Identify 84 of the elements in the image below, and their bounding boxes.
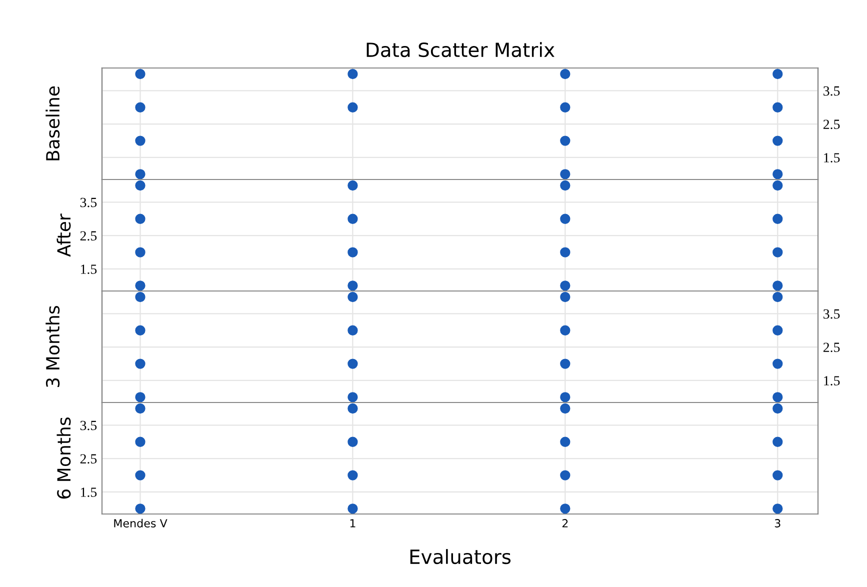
point	[348, 436, 358, 447]
point	[772, 280, 783, 291]
point	[560, 247, 570, 258]
point	[772, 470, 783, 480]
point	[560, 102, 570, 112]
y-tick-label: 1.5	[81, 488, 97, 497]
point	[135, 136, 146, 146]
point	[135, 504, 146, 514]
point	[560, 68, 570, 80]
point	[348, 68, 358, 80]
y-tick-label: 3.5	[80, 420, 97, 430]
point	[560, 470, 570, 480]
point	[348, 403, 358, 414]
y2-tick-label: 3.5	[824, 86, 840, 96]
point	[135, 392, 146, 402]
y-tick-label: 2.5	[80, 454, 97, 464]
point	[348, 247, 358, 258]
point	[560, 136, 570, 146]
x-tick-label: 2	[562, 519, 568, 528]
point	[772, 325, 783, 336]
y2-tick-label: 3.5	[824, 309, 840, 319]
point	[772, 102, 783, 112]
x-tick-label: 3	[774, 519, 780, 528]
point	[560, 392, 570, 402]
point	[135, 470, 146, 480]
x-axis-title: Evaluators	[410, 549, 511, 564]
y-tick-label: 3.5	[80, 198, 97, 208]
y-axis-title: 3 Months	[46, 306, 60, 387]
point	[348, 325, 358, 336]
point	[560, 358, 570, 369]
point	[772, 292, 783, 302]
point	[560, 180, 570, 191]
y-tick-label: 2.5	[80, 231, 97, 241]
chart-title: Data Scatter Matrix	[366, 42, 554, 58]
point	[135, 403, 146, 414]
point	[135, 214, 146, 224]
point	[772, 169, 783, 180]
point	[135, 436, 146, 447]
point	[348, 470, 358, 480]
point	[348, 280, 358, 291]
point	[560, 504, 570, 514]
y2-tick-label: 1.5	[824, 376, 840, 386]
point	[135, 292, 146, 302]
point	[348, 504, 358, 514]
point	[772, 136, 783, 146]
point	[560, 292, 570, 302]
point	[348, 214, 358, 224]
y-axis-title: 6 Months	[56, 418, 71, 499]
y-axis-title: After	[56, 214, 71, 257]
point	[772, 504, 783, 514]
point	[135, 358, 146, 369]
point	[772, 358, 783, 369]
point	[560, 403, 570, 414]
x-tick-label: 1	[350, 519, 356, 528]
point	[560, 325, 570, 336]
point	[772, 180, 783, 191]
y2-tick-label: 2.5	[823, 342, 840, 352]
point	[135, 325, 146, 336]
point	[560, 280, 570, 291]
y2-tick-label: 2.5	[823, 120, 840, 130]
y-axis-title: Baseline	[46, 86, 60, 160]
point	[135, 169, 146, 180]
point	[348, 358, 358, 369]
point	[560, 436, 570, 447]
y2-tick-label: 1.5	[824, 153, 840, 162]
point	[135, 247, 146, 258]
point	[560, 169, 570, 180]
point	[135, 180, 146, 191]
point	[135, 102, 146, 112]
point	[348, 392, 358, 402]
point	[772, 247, 783, 258]
point	[772, 214, 783, 224]
point	[348, 102, 358, 112]
point	[348, 180, 358, 191]
point	[348, 292, 358, 302]
x-tick-label: Mendes V	[114, 518, 168, 528]
point	[772, 403, 783, 414]
point	[560, 214, 570, 224]
point	[772, 68, 783, 80]
point	[772, 392, 783, 402]
point	[135, 280, 146, 291]
point	[772, 436, 783, 447]
y-tick-label: 1.5	[81, 264, 97, 274]
point	[135, 68, 146, 80]
